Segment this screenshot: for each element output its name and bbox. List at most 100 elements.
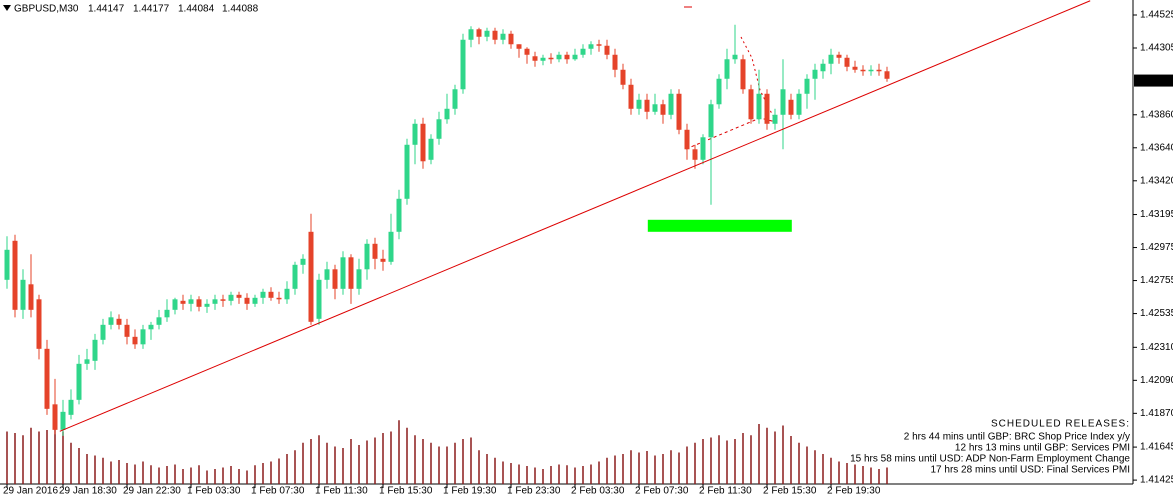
candle-body	[764, 93, 770, 124]
candle-body	[588, 44, 594, 49]
candle-body	[188, 299, 194, 304]
candle-body	[844, 57, 850, 67]
candle-body	[860, 69, 866, 72]
y-tick-label: 1.43860	[1140, 109, 1173, 120]
candle-body	[420, 123, 426, 162]
x-tick-label: 1 Feb 07:30	[251, 486, 305, 497]
candle-body	[388, 231, 394, 262]
candle-body	[196, 299, 202, 307]
candle-body	[636, 99, 642, 109]
release-line: 15 hrs 58 mins until USD: ADP Non-Farm E…	[850, 454, 1130, 465]
candle-body	[580, 48, 586, 55]
candle-body	[596, 44, 602, 46]
candle-body	[308, 231, 314, 322]
candle-body	[348, 257, 354, 289]
x-tick-label: 2 Feb 07:30	[635, 486, 689, 497]
y-tick-label: 1.42975	[1140, 242, 1173, 253]
candle-body	[404, 144, 410, 199]
candle-body	[396, 198, 402, 232]
y-tick-label: 1.42310	[1140, 342, 1173, 353]
candle-body	[732, 54, 738, 60]
candle-body	[204, 303, 210, 307]
candle-body	[412, 123, 418, 145]
candle-body	[444, 108, 450, 120]
candle-body	[820, 63, 826, 72]
candle-body	[812, 69, 818, 79]
y-tick-label: 1.41425	[1140, 475, 1173, 486]
menu-arrow[interactable]	[3, 5, 11, 11]
candle-body	[36, 299, 42, 349]
candle-body	[804, 78, 810, 94]
release-line: 12 hrs 13 mins until GBP: Services PMI	[955, 443, 1130, 454]
x-tick-label: 29 Jan 18:30	[59, 486, 117, 497]
candle-body	[676, 93, 682, 130]
candle-body	[68, 399, 74, 415]
candle-body	[452, 89, 458, 109]
candle-body	[876, 69, 882, 72]
candle-body	[324, 269, 330, 280]
zone	[647, 219, 792, 232]
x-tick-label: 1 Feb 15:30	[379, 486, 433, 497]
candle-body	[868, 69, 874, 72]
candle-body	[796, 93, 802, 115]
candle-body	[220, 299, 226, 301]
candle-body	[148, 324, 154, 330]
x-tick-label: 2 Feb 15:30	[763, 486, 817, 497]
candle-body	[228, 294, 234, 301]
candle-body	[492, 30, 498, 40]
x-tick-label: 2 Feb 19:30	[827, 486, 881, 497]
y-tick-label: 1.43195	[1140, 209, 1173, 220]
candle-body	[748, 89, 754, 120]
candle-body	[60, 411, 66, 430]
x-tick-label: 1 Feb 03:30	[187, 486, 241, 497]
candle-body	[132, 336, 138, 345]
candle-body	[564, 54, 570, 60]
candle-body	[268, 291, 274, 298]
candle-body	[604, 45, 610, 55]
candle-body	[380, 258, 386, 262]
header-open: 1.44147	[88, 4, 125, 15]
candle-body	[708, 104, 714, 138]
candle-body	[236, 294, 242, 298]
candle-body	[276, 297, 282, 300]
release-line: 17 hrs 28 mins until USD: Final Services…	[930, 465, 1130, 476]
candle-body	[828, 54, 834, 64]
candle-body	[164, 309, 170, 318]
x-tick-label: 2 Feb 03:30	[571, 486, 625, 497]
candle-body	[212, 299, 218, 304]
y-tick-label: 1.41645	[1140, 442, 1173, 453]
candle-body	[852, 66, 858, 70]
candle-body	[780, 89, 786, 115]
candle-body	[292, 264, 298, 289]
candle-body	[460, 39, 466, 90]
y-tick-label: 1.44305	[1140, 43, 1173, 54]
candle-body	[84, 359, 90, 364]
x-tick-label: 1 Feb 19:30	[443, 486, 497, 497]
candle-body	[884, 71, 890, 79]
y-tick-label: 1.42535	[1140, 308, 1173, 319]
x-tick-label: 29 Jan 2016	[3, 486, 58, 497]
candle-body	[628, 84, 634, 109]
candle-body	[508, 33, 514, 45]
candle-body	[100, 324, 106, 340]
candle-body	[660, 104, 666, 115]
candle-body	[316, 279, 322, 319]
candle-body	[20, 279, 26, 310]
candle-body	[332, 269, 338, 289]
candle-body	[484, 30, 490, 37]
candle-body	[700, 137, 706, 160]
candle-body	[172, 299, 178, 310]
candle-body	[12, 240, 18, 310]
y-tick-label: 1.43640	[1140, 142, 1173, 153]
candle-body	[116, 318, 122, 325]
current-price-label: 1.44088	[1140, 75, 1173, 86]
candle-body	[716, 78, 722, 105]
candle-body	[788, 99, 794, 115]
y-tick-label: 1.42755	[1140, 275, 1173, 286]
candle-body	[340, 257, 346, 289]
order-line	[740, 36, 777, 123]
candle-body	[476, 29, 482, 37]
header-close: 1.44088	[222, 4, 259, 15]
candle-body	[612, 54, 618, 70]
